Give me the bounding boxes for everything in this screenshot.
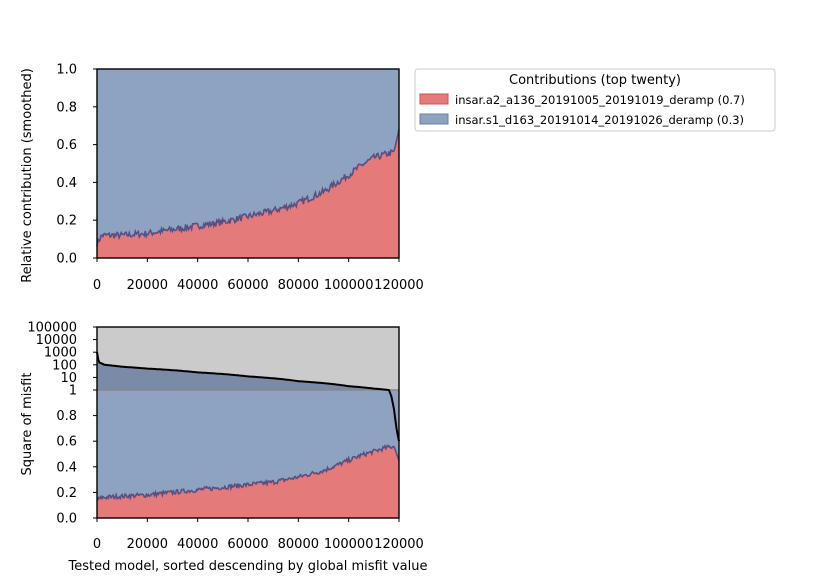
legend-label-series-1: insar.a2_a136_20191005_20191019_deramp (… — [455, 93, 745, 107]
x-tick-label: 80000 — [278, 537, 319, 552]
boundary-line — [96, 129, 400, 247]
x-tick-label: 40000 — [177, 278, 218, 293]
x-axis-label: Tested model, sorted descending by globa… — [67, 559, 427, 574]
y-tick-label: 100 — [52, 358, 77, 373]
legend-swatch-series-2 — [419, 113, 449, 125]
bottom-chart: 0 20000 40000 60000 80000 100000 1200000.00.20… — [20, 321, 428, 575]
y-tick-label: 0.0 — [56, 512, 77, 527]
area-series-1 — [97, 445, 399, 518]
y-tick-label: 0.0 — [56, 252, 77, 267]
x-tick-label: 20000 — [127, 278, 168, 293]
x-tick-label: 60000 — [227, 537, 268, 552]
top-chart: 0 20000 40000 60000 80000 100000 120000 0.0 0.2 0… — [20, 63, 424, 294]
y-tick-label: 0.8 — [56, 100, 77, 115]
y-tick-label: 0.4 — [56, 460, 77, 475]
boundary-line — [96, 443, 400, 501]
x-tick-label: 40000 — [177, 537, 218, 552]
y-tick-label: 0.2 — [56, 486, 77, 501]
y-tick-label: 1 — [69, 384, 77, 399]
misfit-line — [96, 352, 400, 442]
x-tick-label: 120000 — [374, 537, 424, 552]
y-axis-label: Square of misfit — [20, 373, 35, 476]
x-tick-label: 0 — [93, 278, 101, 293]
x-tick-label: 120000 — [374, 278, 424, 293]
y-tick-label: 0.8 — [56, 409, 77, 424]
x-tick-label: 20000 — [127, 537, 168, 552]
x-tick-label: 0 — [93, 537, 101, 552]
x-tick-label: 60000 — [227, 278, 268, 293]
legend-title: Contributions (top twenty) — [509, 73, 681, 88]
y-tick-label: 100000 — [27, 321, 77, 336]
legend-frame — [414, 68, 776, 132]
y-tick-label: 1.0 — [56, 63, 77, 78]
y-axis-label: Relative contribution (smoothed) — [20, 68, 35, 283]
x-tick-label: 80000 — [278, 278, 319, 293]
legend: Contributions (top twenty) insar.a2_a136… — [414, 68, 776, 132]
y-tick-label: 10 — [60, 371, 77, 386]
legend-swatch-series-1 — [419, 93, 449, 105]
area-series-1 — [97, 129, 399, 258]
legend-label-series-2: insar.s1_d163_20191014_20191026_deramp (… — [455, 113, 744, 127]
y-tick-label: 0.2 — [56, 214, 77, 229]
y-tick-label: 1000 — [44, 346, 77, 361]
y-tick-label: 10000 — [36, 333, 77, 348]
misfit-area-log — [97, 352, 399, 390]
y-tick-label: 0.4 — [56, 176, 77, 191]
y-tick-label: 0.6 — [56, 138, 77, 153]
x-tick-label: 100000 — [324, 278, 374, 293]
y-tick-label: 0.6 — [56, 435, 77, 450]
x-tick-label: 100000 — [324, 537, 374, 552]
